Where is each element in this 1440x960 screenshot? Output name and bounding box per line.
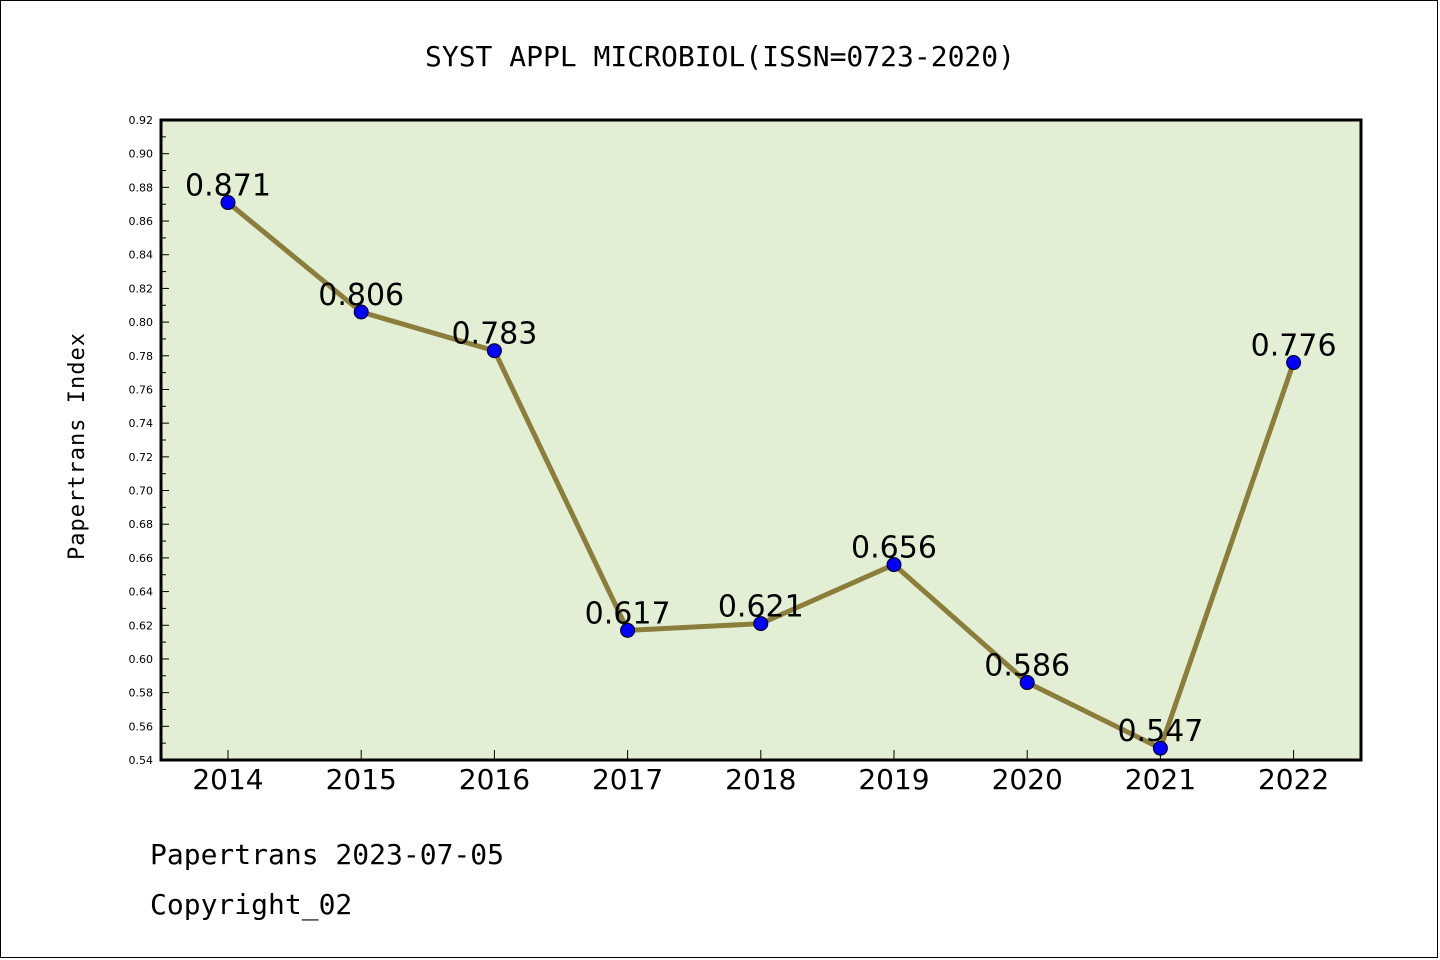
y-tick-label: 0.72	[129, 451, 154, 464]
x-tick-label: 2016	[459, 763, 530, 796]
y-tick-label: 0.64	[129, 586, 154, 599]
data-label: 0.656	[851, 531, 937, 566]
y-tick-label: 0.92	[129, 114, 154, 127]
x-tick-label: 2014	[192, 763, 263, 796]
y-tick-label: 0.66	[129, 552, 154, 565]
data-point	[753, 616, 769, 632]
data-label: 0.871	[185, 169, 271, 204]
data-point	[1286, 355, 1302, 371]
y-tick-label: 0.56	[129, 720, 154, 733]
x-tick-label: 2021	[1125, 763, 1196, 796]
x-axis-ticks: 2014 2015 2016 2017 2018 2019 2020 2021 2022	[192, 750, 1329, 796]
y-tick-label: 0.88	[129, 181, 154, 194]
data-point	[886, 557, 902, 573]
footer-date: Papertrans 2023-07-05	[150, 838, 504, 871]
data-point	[1019, 675, 1035, 691]
y-tick-label: 0.78	[129, 350, 154, 363]
data-label: 0.783	[451, 317, 537, 352]
y-tick-label: 0.90	[129, 148, 154, 161]
data-label: 0.806	[318, 278, 404, 313]
y-tick-label: 0.60	[129, 653, 154, 666]
x-tick-label: 2017	[592, 763, 663, 796]
y-tick-label: 0.58	[129, 687, 154, 700]
data-point	[620, 622, 636, 638]
data-label: 0.617	[585, 596, 671, 631]
y-tick-label: 0.76	[129, 383, 154, 396]
y-tick-label: 0.86	[129, 215, 154, 228]
x-tick-label: 2018	[725, 763, 796, 796]
footer-copyright: Copyright_02	[150, 888, 352, 922]
y-axis-ticks: 0.54 0.56 0.58 0.60 0.62 0.64 0.66 0.68 0.70 0.72…	[129, 114, 169, 767]
data-point	[1152, 740, 1168, 756]
x-tick-label: 2019	[858, 763, 929, 796]
data-label: 0.621	[718, 590, 804, 625]
data-point	[353, 304, 369, 320]
data-points	[220, 195, 1302, 756]
y-tick-label: 0.70	[129, 485, 154, 498]
plot-area	[159, 118, 1363, 762]
data-labels: 0.871 0.806 0.783 0.617 0.621 0.656 0.586 0.547…	[185, 169, 1336, 750]
y-tick-label: 0.54	[129, 754, 154, 767]
y-tick-label: 0.84	[129, 249, 154, 262]
y-tick-label: 0.62	[129, 619, 154, 632]
x-tick-label: 2015	[326, 763, 397, 796]
y-axis-label: Papertrans Index	[65, 332, 90, 560]
x-tick-label: 2020	[992, 763, 1063, 796]
y-tick-label: 0.74	[129, 417, 154, 430]
y-tick-label: 0.80	[129, 316, 154, 329]
data-label: 0.586	[984, 649, 1070, 684]
y-tick-label: 0.68	[129, 518, 154, 531]
data-point	[486, 343, 502, 359]
chart-title: SYST APPL MICROBIOL(ISSN=0723-2020)	[425, 40, 1015, 73]
data-label: 0.776	[1251, 329, 1337, 364]
data-point	[220, 195, 236, 211]
data-label: 0.547	[1117, 714, 1203, 749]
y-tick-label: 0.82	[129, 282, 154, 295]
x-tick-label: 2022	[1258, 763, 1329, 796]
